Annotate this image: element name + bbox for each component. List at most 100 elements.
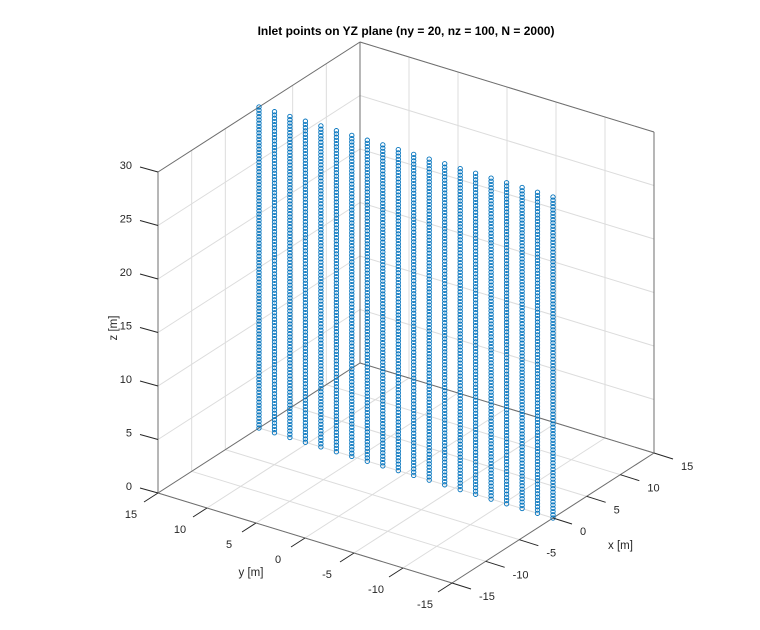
data-point — [395, 318, 401, 325]
data-point — [411, 206, 417, 213]
data-point — [302, 283, 309, 290]
data-point — [302, 277, 309, 283]
data-point — [426, 422, 432, 428]
data-point — [534, 342, 541, 348]
data-point — [271, 300, 278, 306]
data-point — [318, 252, 324, 259]
data-point — [256, 208, 262, 214]
data-point — [302, 209, 309, 215]
data-point — [271, 209, 278, 215]
data-point — [411, 323, 417, 329]
data-point — [318, 246, 324, 252]
data-point — [503, 199, 510, 205]
data-point — [472, 345, 479, 352]
data-point — [457, 392, 463, 399]
data-point — [364, 338, 370, 344]
data-point — [426, 347, 432, 354]
data-point — [333, 215, 340, 221]
data-point — [550, 311, 556, 317]
data-point — [333, 329, 340, 335]
data-point — [457, 363, 463, 370]
data-point — [287, 412, 293, 418]
data-point — [333, 387, 340, 393]
data-point — [318, 298, 324, 304]
data-point — [302, 319, 309, 325]
data-point — [503, 196, 510, 202]
data-point — [364, 422, 370, 429]
data-point — [395, 335, 401, 341]
data-point — [364, 238, 370, 244]
data-point — [256, 159, 262, 165]
data-point — [302, 144, 309, 150]
data-point — [426, 396, 432, 402]
tick-label: 10 — [647, 483, 659, 495]
data-point — [318, 411, 324, 418]
data-point — [380, 369, 386, 375]
data-point — [364, 199, 370, 205]
data-point — [472, 472, 479, 478]
data-point — [256, 295, 262, 301]
data-point — [349, 346, 355, 353]
data-point — [519, 252, 525, 259]
data-point — [271, 196, 278, 202]
data-point — [364, 409, 370, 416]
data-point — [287, 350, 293, 356]
data-point — [256, 305, 262, 311]
data-point — [411, 404, 417, 410]
data-point — [503, 283, 510, 290]
data-point — [503, 319, 510, 325]
data-point — [364, 309, 370, 315]
data-point — [380, 268, 386, 274]
data-point — [426, 256, 432, 263]
data-point — [472, 238, 479, 245]
data-point — [503, 377, 510, 384]
data-point — [519, 441, 525, 447]
data-point — [380, 463, 386, 469]
data-point — [380, 148, 386, 155]
data-point — [287, 363, 293, 369]
data-point — [287, 321, 293, 327]
data-point — [457, 376, 463, 382]
data-point — [380, 343, 386, 349]
data-point — [333, 390, 340, 396]
data-point — [364, 254, 370, 260]
data-point — [457, 211, 463, 217]
data-point — [550, 362, 556, 369]
data-point — [271, 420, 278, 426]
data-point — [472, 452, 479, 459]
data-point — [411, 453, 417, 459]
data-point — [426, 214, 432, 221]
data-point — [302, 238, 309, 244]
data-point — [395, 218, 401, 224]
data-point — [503, 270, 510, 277]
data-point — [550, 230, 556, 236]
data-point — [380, 378, 386, 385]
data-point — [503, 439, 510, 445]
data-point — [302, 374, 309, 381]
data-point — [488, 181, 494, 188]
data-point — [442, 371, 448, 378]
data-point — [380, 239, 386, 245]
data-point — [534, 316, 541, 322]
data-point — [395, 224, 401, 231]
data-point — [457, 217, 463, 224]
data-point — [519, 447, 525, 453]
tick-label: 10 — [174, 524, 186, 536]
data-point — [534, 358, 541, 364]
data-point — [442, 206, 448, 212]
data-point — [349, 421, 355, 427]
data-point — [318, 376, 324, 382]
data-point — [503, 429, 510, 436]
data-point — [287, 198, 293, 204]
data-point — [503, 332, 510, 338]
data-point — [302, 264, 309, 270]
data-point — [550, 317, 556, 323]
data-point — [256, 256, 262, 263]
data-point — [395, 221, 401, 227]
data-point — [472, 394, 479, 400]
data-point — [302, 400, 309, 406]
tick-label: 30 — [120, 160, 132, 172]
data-point — [442, 443, 448, 449]
data-point — [519, 194, 525, 200]
data-point — [302, 134, 309, 141]
